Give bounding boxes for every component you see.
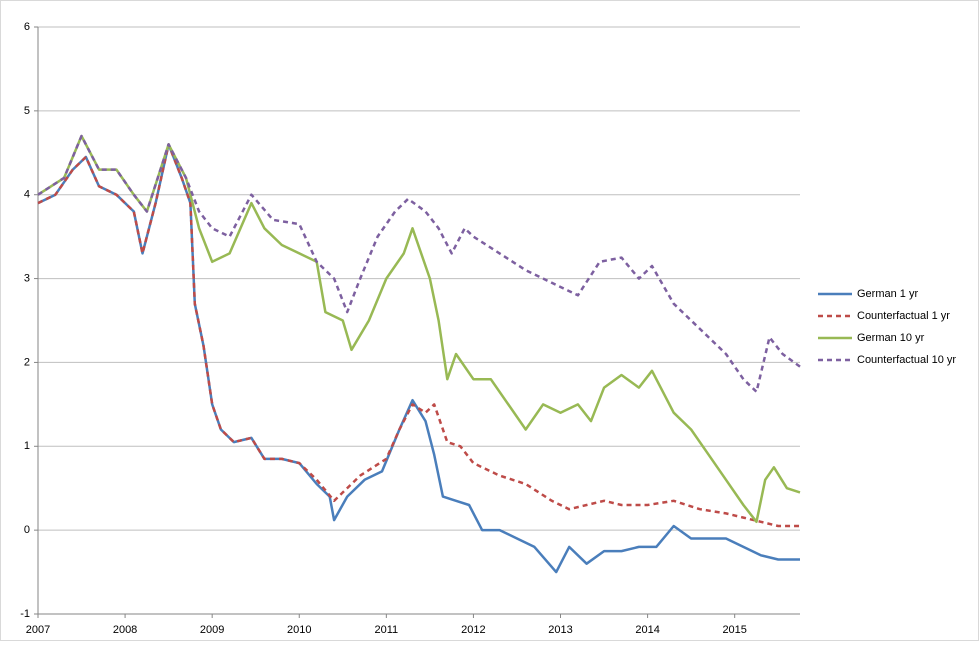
y-tick-label: 0 — [24, 524, 30, 536]
y-tick-label: 5 — [24, 105, 30, 117]
y-tick-label: 3 — [24, 272, 30, 284]
x-tick-label: 2013 — [548, 624, 572, 636]
y-tick-label: -1 — [20, 608, 30, 620]
x-tick-label: 2008 — [113, 624, 137, 636]
legend-label: Counterfactual 10 yr — [857, 354, 956, 366]
series-line — [37, 143, 800, 574]
y-tick-label: 2 — [24, 356, 30, 368]
y-tick-label: 4 — [24, 189, 30, 201]
x-tick-label: 2011 — [375, 624, 399, 636]
series-line — [37, 134, 801, 394]
legend-label: Counterfactual 1 yr — [857, 310, 950, 322]
x-tick-label: 2007 — [26, 624, 50, 636]
x-tick-label: 2009 — [200, 624, 224, 636]
y-tick-label: 1 — [24, 440, 30, 452]
x-tick-label: 2014 — [635, 624, 659, 636]
series-line — [37, 143, 800, 528]
legend-label: German 10 yr — [857, 332, 925, 344]
x-tick-label: 2010 — [287, 624, 311, 636]
x-tick-label: 2015 — [722, 624, 746, 636]
legend-label: German 1 yr — [857, 288, 918, 300]
x-tick-label: 2012 — [461, 624, 485, 636]
y-tick-label: 6 — [24, 21, 30, 33]
